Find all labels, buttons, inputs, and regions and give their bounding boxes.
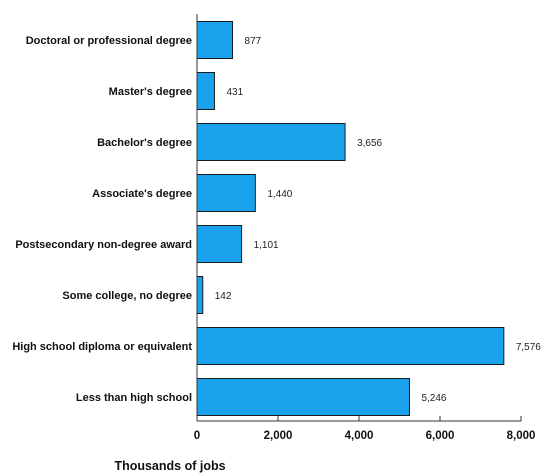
value-label-high-school-diploma-or-equivalent: 7,576 (516, 342, 541, 353)
value-label-postsecondary-non-degree-award: 1,101 (254, 240, 279, 251)
x-tick-label: 8,000 (507, 430, 536, 442)
bar-associate-s-degree (196, 174, 256, 212)
category-label-doctoral-or-professional-degree: Doctoral or professional degree (26, 35, 192, 47)
x-tick-label: 0 (194, 430, 200, 442)
value-label-some-college-no-degree: 142 (215, 291, 232, 302)
category-label-associate-s-degree: Associate's degree (92, 188, 192, 200)
category-label-less-than-high-school: Less than high school (76, 392, 192, 404)
bar-some-college-no-degree (196, 276, 204, 314)
bars-layer (196, 21, 505, 416)
value-label-bachelor-s-degree: 3,656 (357, 138, 382, 149)
category-label-postsecondary-non-degree-award: Postsecondary non-degree award (15, 239, 192, 251)
value-labels: 877 431 3,656 1,440 1,101 142 7,576 5,246 (215, 36, 542, 404)
x-axis-ticks: 0 2,000 4,000 6,000 8,000 (194, 416, 536, 442)
bar-less-than-high-school (196, 378, 410, 416)
x-axis-title: Thousands of jobs (114, 459, 225, 473)
value-label-master-s-degree: 431 (226, 87, 243, 98)
value-label-doctoral-or-professional-degree: 877 (245, 36, 262, 47)
category-label-master-s-degree: Master's degree (109, 86, 192, 98)
x-tick-label: 4,000 (345, 430, 374, 442)
bar-master-s-degree (196, 72, 215, 110)
value-label-associate-s-degree: 1,440 (267, 189, 292, 200)
bar-bachelor-s-degree (196, 123, 346, 161)
x-tick-label: 2,000 (264, 430, 293, 442)
bar-high-school-diploma-or-equivalent (196, 327, 505, 365)
category-label-high-school-diploma-or-equivalent: High school diploma or equivalent (12, 341, 192, 353)
category-label-bachelor-s-degree: Bachelor's degree (97, 137, 192, 149)
value-label-less-than-high-school: 5,246 (421, 393, 446, 404)
bar-postsecondary-non-degree-award (196, 225, 243, 263)
bar-doctoral-or-professional-degree (196, 21, 234, 59)
x-tick-label: 6,000 (426, 430, 455, 442)
category-label-some-college-no-degree: Some college, no degree (62, 290, 192, 302)
category-labels: Doctoral or professional degree Master's … (12, 35, 192, 404)
